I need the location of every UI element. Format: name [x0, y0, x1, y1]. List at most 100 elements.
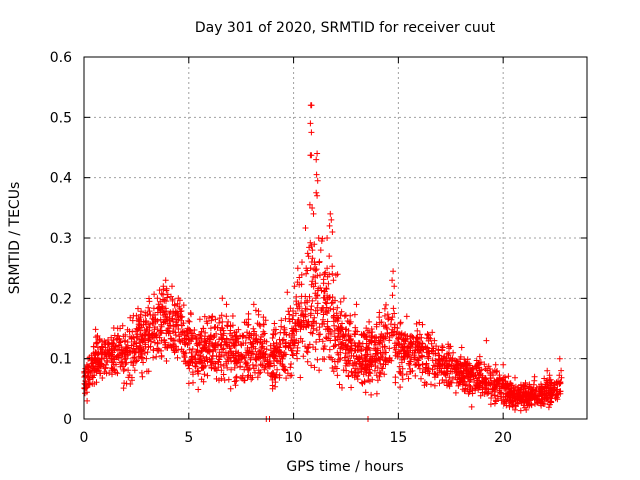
- data-point: [378, 353, 385, 360]
- data-point: [443, 358, 450, 365]
- data-point: [303, 270, 310, 277]
- data-point: [432, 357, 439, 364]
- data-point: [329, 365, 336, 371]
- data-point: [444, 350, 451, 357]
- data-point: [524, 399, 530, 406]
- data-point: [392, 340, 398, 347]
- data-point: [331, 358, 338, 365]
- data-point: [308, 310, 314, 317]
- data-point: [259, 340, 266, 347]
- data-point: [459, 377, 466, 384]
- data-point: [246, 365, 253, 372]
- data-point: [227, 348, 234, 355]
- data-point: [419, 321, 426, 328]
- data-point: [173, 321, 180, 328]
- data-point: [151, 326, 158, 333]
- data-point: [429, 366, 436, 373]
- data-point: [257, 369, 264, 376]
- data-point: [313, 339, 320, 345]
- data-point: [280, 363, 287, 370]
- data-point: [469, 390, 476, 397]
- data-point: [274, 343, 281, 350]
- data-point: [130, 362, 137, 369]
- data-point: [179, 313, 186, 320]
- data-point: [399, 344, 406, 351]
- data-point: [473, 362, 480, 369]
- data-point: [133, 333, 140, 340]
- data-point: [146, 308, 153, 315]
- data-point: [231, 329, 238, 336]
- data-point: [182, 341, 188, 348]
- data-point: [110, 325, 117, 331]
- data-point: [156, 334, 163, 341]
- data-point: [329, 270, 336, 277]
- data-point: [297, 374, 304, 381]
- data-point: [162, 277, 169, 284]
- data-point: [211, 333, 218, 339]
- data-point: [373, 390, 380, 397]
- data-point: [188, 356, 195, 363]
- data-point: [449, 375, 456, 382]
- data-point: [278, 317, 285, 324]
- data-point: [87, 376, 93, 383]
- data-point: [342, 357, 349, 364]
- data-point: [412, 372, 419, 379]
- data-point: [219, 346, 226, 353]
- data-point: [183, 336, 190, 342]
- data-point: [281, 367, 288, 373]
- data-point: [135, 325, 142, 332]
- data-point: [198, 335, 205, 342]
- data-point: [418, 375, 424, 382]
- data-point: [192, 363, 199, 370]
- y-tick-label: 0.4: [50, 171, 72, 187]
- data-point: [494, 381, 501, 388]
- data-point: [140, 359, 147, 366]
- data-point: [392, 374, 399, 381]
- data-point: [320, 311, 327, 318]
- data-point: [291, 320, 298, 327]
- data-point: [397, 368, 404, 375]
- data-point: [131, 367, 138, 374]
- data-point: [304, 349, 311, 356]
- data-point: [418, 344, 425, 351]
- data-point: [340, 295, 347, 302]
- data-point: [280, 336, 287, 343]
- data-point: [522, 379, 529, 386]
- data-point: [450, 349, 457, 356]
- data-point: [330, 318, 337, 325]
- data-point: [320, 294, 327, 301]
- data-point: [373, 372, 380, 379]
- data-point: [92, 326, 99, 333]
- data-point: [206, 346, 213, 353]
- data-point: [241, 366, 248, 373]
- data-point: [222, 339, 229, 346]
- data-point: [149, 331, 156, 338]
- data-point: [477, 392, 484, 399]
- data-point: [209, 341, 216, 348]
- data-point: [247, 356, 254, 363]
- data-point: [254, 374, 261, 381]
- data-point: [455, 382, 462, 389]
- data-point: [171, 301, 178, 308]
- data-point: [396, 330, 402, 337]
- data-point: [496, 389, 503, 396]
- data-point: [116, 335, 123, 342]
- data-point: [436, 363, 443, 370]
- data-point: [455, 360, 462, 367]
- data-point: [313, 171, 320, 178]
- data-point: [313, 156, 320, 163]
- data-point: [458, 369, 465, 376]
- data-point: [479, 389, 486, 396]
- data-point: [366, 318, 373, 325]
- data-point: [280, 329, 287, 336]
- data-point: [256, 348, 263, 355]
- data-point: [146, 327, 153, 334]
- data-point: [481, 361, 488, 368]
- data-point: [329, 229, 336, 235]
- data-point: [309, 330, 316, 337]
- data-point: [500, 380, 506, 387]
- data-point: [462, 382, 469, 389]
- data-point: [85, 380, 92, 386]
- data-point: [261, 330, 268, 337]
- data-point: [282, 343, 289, 350]
